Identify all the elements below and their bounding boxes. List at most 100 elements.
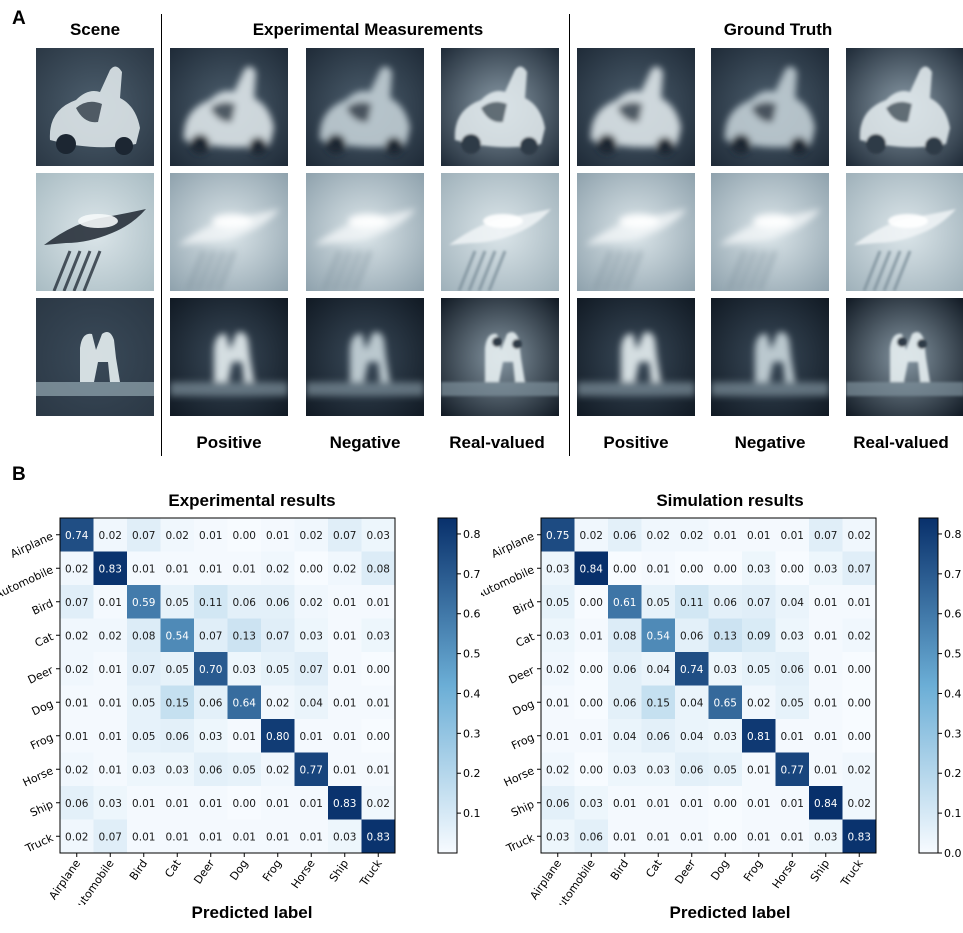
sim-xtick-ship: Ship bbox=[808, 857, 832, 884]
sim-cell-label-4-2: 0.06 bbox=[613, 664, 637, 676]
sim-cell-5-2 bbox=[608, 685, 642, 719]
exp-cell-label-3-5: 0.13 bbox=[233, 630, 256, 642]
sim-cell-label-6-8: 0.01 bbox=[814, 731, 837, 743]
sim-cell-label-0-4: 0.02 bbox=[680, 530, 703, 542]
sim-cell-4-0 bbox=[541, 652, 575, 686]
sim-cell-label-1-7: 0.00 bbox=[781, 563, 804, 575]
exp-cell-8-1 bbox=[93, 786, 127, 820]
sim-cell-label-1-4: 0.00 bbox=[680, 563, 703, 575]
exp-cell-7-5 bbox=[227, 752, 261, 786]
exp-colorbar-tick-0.5: 0.5 bbox=[463, 648, 481, 661]
sim-cell-1-6 bbox=[742, 551, 776, 585]
sim-cell-8-5 bbox=[708, 786, 742, 820]
sim-cell-label-7-1: 0.00 bbox=[580, 764, 603, 776]
sim-cell-label-8-5: 0.00 bbox=[714, 798, 737, 810]
exp-cell-9-5 bbox=[227, 819, 261, 853]
exp-cell-label-1-0: 0.02 bbox=[65, 563, 88, 575]
sim-cell-label-6-5: 0.03 bbox=[714, 731, 737, 743]
exp-ytick-ship: Ship bbox=[28, 798, 55, 820]
exp-cell-label-8-1: 0.03 bbox=[99, 798, 122, 810]
exp-cell-label-7-7: 0.77 bbox=[300, 764, 323, 776]
exp-cell-8-3 bbox=[160, 786, 194, 820]
sim-cell-1-3 bbox=[641, 551, 675, 585]
exp-cell-label-0-8: 0.07 bbox=[333, 530, 356, 542]
exp-cell-7-4 bbox=[194, 752, 228, 786]
exp-cell-8-7 bbox=[294, 786, 328, 820]
sim-cell-0-0 bbox=[541, 518, 575, 552]
sim-cell-label-1-1: 0.84 bbox=[580, 563, 604, 575]
sim-cell-label-8-8: 0.84 bbox=[814, 798, 838, 810]
sim-cell-label-8-1: 0.03 bbox=[580, 798, 603, 810]
sim-cell-3-3 bbox=[641, 618, 675, 652]
exp-cell-8-5 bbox=[227, 786, 261, 820]
image-tile-car-neg bbox=[306, 48, 424, 166]
exp-cell-label-6-6: 0.80 bbox=[266, 731, 289, 743]
sim-cell-label-7-8: 0.01 bbox=[814, 764, 837, 776]
sim-cell-label-0-7: 0.01 bbox=[781, 530, 804, 542]
sim-cell-label-8-9: 0.02 bbox=[848, 798, 871, 810]
exp-cell-label-8-0: 0.06 bbox=[65, 798, 89, 810]
exp-xtick-cat: Cat bbox=[162, 857, 184, 880]
image-tile-horse-real bbox=[441, 298, 559, 416]
header-experimental-measurements: Experimental Measurements bbox=[252, 20, 484, 39]
exp-cell-label-7-0: 0.02 bbox=[65, 764, 88, 776]
exp-cell-label-1-4: 0.01 bbox=[199, 563, 222, 575]
exp-cell-label-1-7: 0.00 bbox=[300, 563, 323, 575]
sim-cell-1-1 bbox=[574, 551, 608, 585]
exp-cell-label-6-8: 0.01 bbox=[333, 731, 356, 743]
sim-cell-label-4-8: 0.01 bbox=[814, 664, 837, 676]
exp-cell-label-7-4: 0.06 bbox=[199, 764, 223, 776]
exp-cell-label-6-1: 0.01 bbox=[99, 731, 122, 743]
exp-cell-4-2 bbox=[127, 652, 161, 686]
sim-cell-0-3 bbox=[641, 518, 675, 552]
sim-cell-label-5-7: 0.05 bbox=[781, 697, 804, 709]
sim-ytick-automobile: Automobile bbox=[481, 563, 536, 601]
sim-cell-label-5-6: 0.02 bbox=[747, 697, 770, 709]
exp-cell-label-5-6: 0.02 bbox=[266, 697, 289, 709]
sim-cell-1-4 bbox=[675, 551, 709, 585]
exp-cell-label-9-1: 0.07 bbox=[99, 831, 122, 843]
sim-cell-8-2 bbox=[608, 786, 642, 820]
sim-cell-6-4 bbox=[675, 719, 709, 753]
sim-cell-9-7 bbox=[775, 819, 809, 853]
image-tile-bird-real bbox=[846, 173, 963, 291]
sim-cell-3-6 bbox=[742, 618, 776, 652]
sim-cell-label-3-9: 0.02 bbox=[848, 630, 871, 642]
sim-colorbar-tick-0.4: 0.4 bbox=[944, 687, 962, 700]
exp-cell-1-6 bbox=[261, 551, 295, 585]
exp-cell-6-1 bbox=[93, 719, 127, 753]
exp-cell-label-5-8: 0.01 bbox=[333, 697, 356, 709]
exp-cell-4-0 bbox=[60, 652, 94, 686]
sim-cell-8-9 bbox=[842, 786, 876, 820]
image-tile-car-neg bbox=[711, 48, 829, 166]
divider-left bbox=[161, 14, 162, 456]
exp-cell-3-9 bbox=[361, 618, 395, 652]
sim-cell-2-8 bbox=[809, 585, 843, 619]
exp-cell-6-4 bbox=[194, 719, 228, 753]
exp-cell-1-2 bbox=[127, 551, 161, 585]
exp-cell-0-8 bbox=[328, 518, 362, 552]
sim-cell-4-5 bbox=[708, 652, 742, 686]
exp-cell-1-1 bbox=[93, 551, 127, 585]
exp-cell-2-5 bbox=[227, 585, 261, 619]
sim-cell-label-3-7: 0.03 bbox=[781, 630, 804, 642]
sim-cell-3-4 bbox=[675, 618, 709, 652]
sim-cell-label-1-8: 0.03 bbox=[814, 563, 837, 575]
sim-cell-label-2-5: 0.06 bbox=[714, 597, 738, 609]
sim-ytick-truck: Truck bbox=[504, 831, 537, 856]
image-tile-horse-neg bbox=[306, 298, 424, 416]
sim-cell-8-1 bbox=[574, 786, 608, 820]
sim-cell-7-0 bbox=[541, 752, 575, 786]
exp-cell-label-7-1: 0.01 bbox=[99, 764, 122, 776]
exp-cell-4-4 bbox=[194, 652, 228, 686]
sim-cell-label-3-6: 0.09 bbox=[747, 630, 770, 642]
sim-cell-0-2 bbox=[608, 518, 642, 552]
exp-cell-2-0 bbox=[60, 585, 94, 619]
sim-cell-7-6 bbox=[742, 752, 776, 786]
exp-cell-5-5 bbox=[227, 685, 261, 719]
sim-cell-9-4 bbox=[675, 819, 709, 853]
exp-cell-label-8-7: 0.01 bbox=[300, 798, 323, 810]
exp-cell-5-6 bbox=[261, 685, 295, 719]
sim-cell-label-0-9: 0.02 bbox=[848, 530, 871, 542]
exp-cell-label-3-0: 0.02 bbox=[65, 630, 88, 642]
